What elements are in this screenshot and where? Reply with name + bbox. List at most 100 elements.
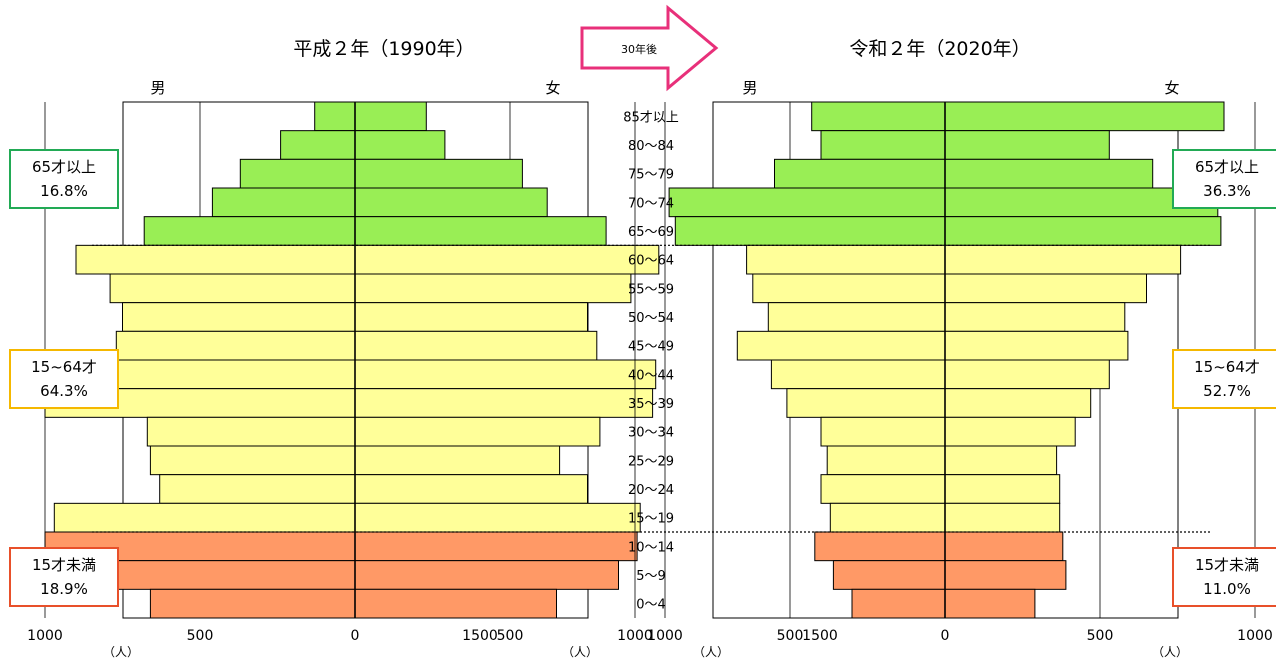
age-label: 70〜74 <box>628 196 674 211</box>
bar-female <box>354 416 601 447</box>
age-label: 55〜59 <box>628 282 674 297</box>
bar-female <box>354 244 660 275</box>
age-label: 65〜69 <box>628 225 674 240</box>
age-label: 30〜34 <box>628 426 674 441</box>
group-label: 65才以上 <box>32 158 96 176</box>
bar-male <box>746 244 946 275</box>
bar-female <box>354 273 632 304</box>
age-label: 50〜54 <box>628 311 674 326</box>
bar-female <box>944 531 1064 562</box>
group-box <box>9 547 119 607</box>
bar-female <box>944 445 1058 476</box>
age-label: 40〜44 <box>628 368 674 383</box>
bar-female <box>944 359 1110 390</box>
age-label: 15〜19 <box>628 512 674 527</box>
bar-female <box>354 531 638 562</box>
bar-male <box>774 158 946 189</box>
bar-male <box>820 130 946 160</box>
group-label: 15~64才 <box>31 358 97 376</box>
male-label: 男 <box>742 79 757 97</box>
chart-title-1: 令和２年（2020年） <box>849 38 1030 60</box>
age-label: 20〜24 <box>628 483 674 498</box>
group-pct: 18.9% <box>40 580 88 598</box>
group-box <box>9 149 119 209</box>
bar-male <box>115 330 356 361</box>
bar-female <box>354 158 523 189</box>
group-box <box>1172 349 1276 409</box>
bar-male <box>820 474 946 504</box>
bar-male <box>736 330 946 361</box>
tick-label: 1500 <box>802 628 838 644</box>
bar-female <box>944 101 1225 132</box>
bar-female <box>944 330 1129 361</box>
bar-male <box>146 416 356 447</box>
age-label: 5〜9 <box>636 569 666 584</box>
bar-female <box>354 588 557 619</box>
bar-female <box>354 560 619 590</box>
bar-female <box>944 216 1222 246</box>
group-pct: 64.3% <box>40 382 88 400</box>
age-label: 75〜79 <box>628 168 674 183</box>
bar-male <box>752 273 946 304</box>
group-box <box>1172 149 1276 209</box>
unit-label: （人） <box>103 645 139 659</box>
arrow-label: 30年後 <box>621 42 657 56</box>
tick-label: 1000 <box>1237 628 1273 644</box>
bar-female <box>944 244 1182 275</box>
group-box <box>1172 547 1276 607</box>
age-label: 60〜64 <box>628 254 674 269</box>
bar-male <box>122 302 356 332</box>
male-label: 男 <box>150 79 165 97</box>
bar-male <box>91 560 356 590</box>
bar-male <box>826 445 946 476</box>
tick-label: 500 <box>187 628 214 644</box>
bar-male <box>75 244 356 275</box>
bar-female <box>354 474 588 504</box>
age-label: 10〜14 <box>628 540 674 555</box>
bar-female <box>944 158 1154 189</box>
bar-female <box>354 216 607 246</box>
bar-male <box>159 474 356 504</box>
bar-male <box>149 588 356 619</box>
bar-male <box>820 416 946 447</box>
female-label: 女 <box>1164 79 1179 97</box>
bar-female <box>354 388 654 418</box>
bar-female <box>944 273 1147 304</box>
tick-label: 1000 <box>647 628 683 644</box>
tick-label: 0 <box>351 628 360 644</box>
bar-male <box>314 101 356 132</box>
tick-label: 1000 <box>617 628 653 644</box>
bar-male <box>832 560 946 590</box>
bar-male <box>280 130 356 160</box>
bar-male <box>786 388 946 418</box>
bar-female <box>354 302 588 332</box>
tick-label: 1500 <box>462 628 498 644</box>
bar-male <box>668 187 946 218</box>
bar-female <box>354 502 641 533</box>
bar-male <box>53 502 356 533</box>
unit-label: （人） <box>693 645 729 659</box>
tick-label: 1000 <box>27 628 63 644</box>
age-label: 80〜84 <box>628 139 674 154</box>
bar-male <box>770 359 946 390</box>
bar-male <box>149 445 356 476</box>
group-pct: 52.7% <box>1203 382 1251 400</box>
bar-female <box>944 302 1126 332</box>
group-label: 15才未満 <box>1195 556 1259 574</box>
group-box <box>9 349 119 409</box>
bar-female <box>354 359 657 390</box>
bar-female <box>354 101 427 132</box>
bar-female <box>354 330 598 361</box>
tick-label: 500 <box>777 628 804 644</box>
bar-female <box>944 416 1076 447</box>
group-label: 65才以上 <box>1195 158 1259 176</box>
group-pct: 11.0% <box>1203 580 1251 598</box>
bar-female <box>944 474 1061 504</box>
unit-label: （人） <box>1152 645 1188 659</box>
age-label: 85才以上 <box>623 110 679 125</box>
tick-label: 0 <box>941 628 950 644</box>
tick-label: 500 <box>497 628 524 644</box>
bar-male <box>767 302 946 332</box>
unit-label: （人） <box>562 645 598 659</box>
